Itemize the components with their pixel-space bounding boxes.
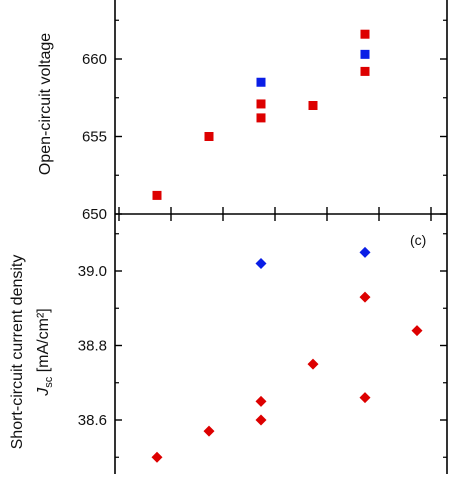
- bottom-data-marks: [152, 247, 474, 463]
- data-point-square: [205, 132, 214, 141]
- jsc-subscript: sc: [43, 376, 55, 388]
- bottom-y-tick-label: 38.6: [78, 412, 107, 429]
- top-y-tick-label: 655: [82, 129, 107, 146]
- top-y-axis-label: Open-circuit voltage: [37, 33, 54, 175]
- data-point-square: [361, 50, 370, 59]
- data-point-diamond: [152, 452, 163, 463]
- bottom-y-axis-label-line1: Short-circuit current density: [9, 255, 26, 450]
- data-point-diamond: [204, 426, 215, 437]
- data-point-diamond: [360, 292, 371, 303]
- data-point-diamond: [256, 258, 267, 269]
- top-data-marks: [153, 30, 370, 200]
- bottom-y-axis-label-line2: Jsc [mA/cm²]: [35, 308, 55, 396]
- data-point-diamond: [256, 415, 267, 426]
- data-point-diamond: [412, 325, 423, 336]
- data-point-square: [361, 67, 370, 76]
- data-point-diamond: [308, 359, 319, 370]
- panel-tag-c: (c): [410, 232, 426, 248]
- data-point-square: [153, 191, 162, 200]
- bottom-y-tick-label: 38.8: [78, 338, 107, 355]
- bottom-y-tick-label: 39.0: [78, 263, 107, 280]
- data-point-diamond: [256, 396, 267, 407]
- data-point-square: [361, 30, 370, 39]
- data-point-square: [257, 113, 266, 122]
- top-y-tick-label: 660: [82, 51, 107, 68]
- bottom-x-ticks: [119, 214, 431, 221]
- data-point-diamond: [360, 392, 371, 403]
- top-x-ticks: [119, 207, 431, 214]
- jsc-unit: [mA/cm²]: [35, 308, 52, 376]
- data-point-square: [257, 99, 266, 108]
- data-point-diamond: [360, 247, 371, 258]
- panel-short-circuit-current: 38.6 38.8 39.0 (c) Short-circuit current d…: [9, 214, 474, 474]
- panel-open-circuit-voltage: 650 655 660 Open-circuit voltage: [37, 0, 447, 223]
- data-point-square: [309, 101, 318, 110]
- top-y-tick-label: 650: [82, 206, 107, 223]
- data-point-square: [257, 78, 266, 87]
